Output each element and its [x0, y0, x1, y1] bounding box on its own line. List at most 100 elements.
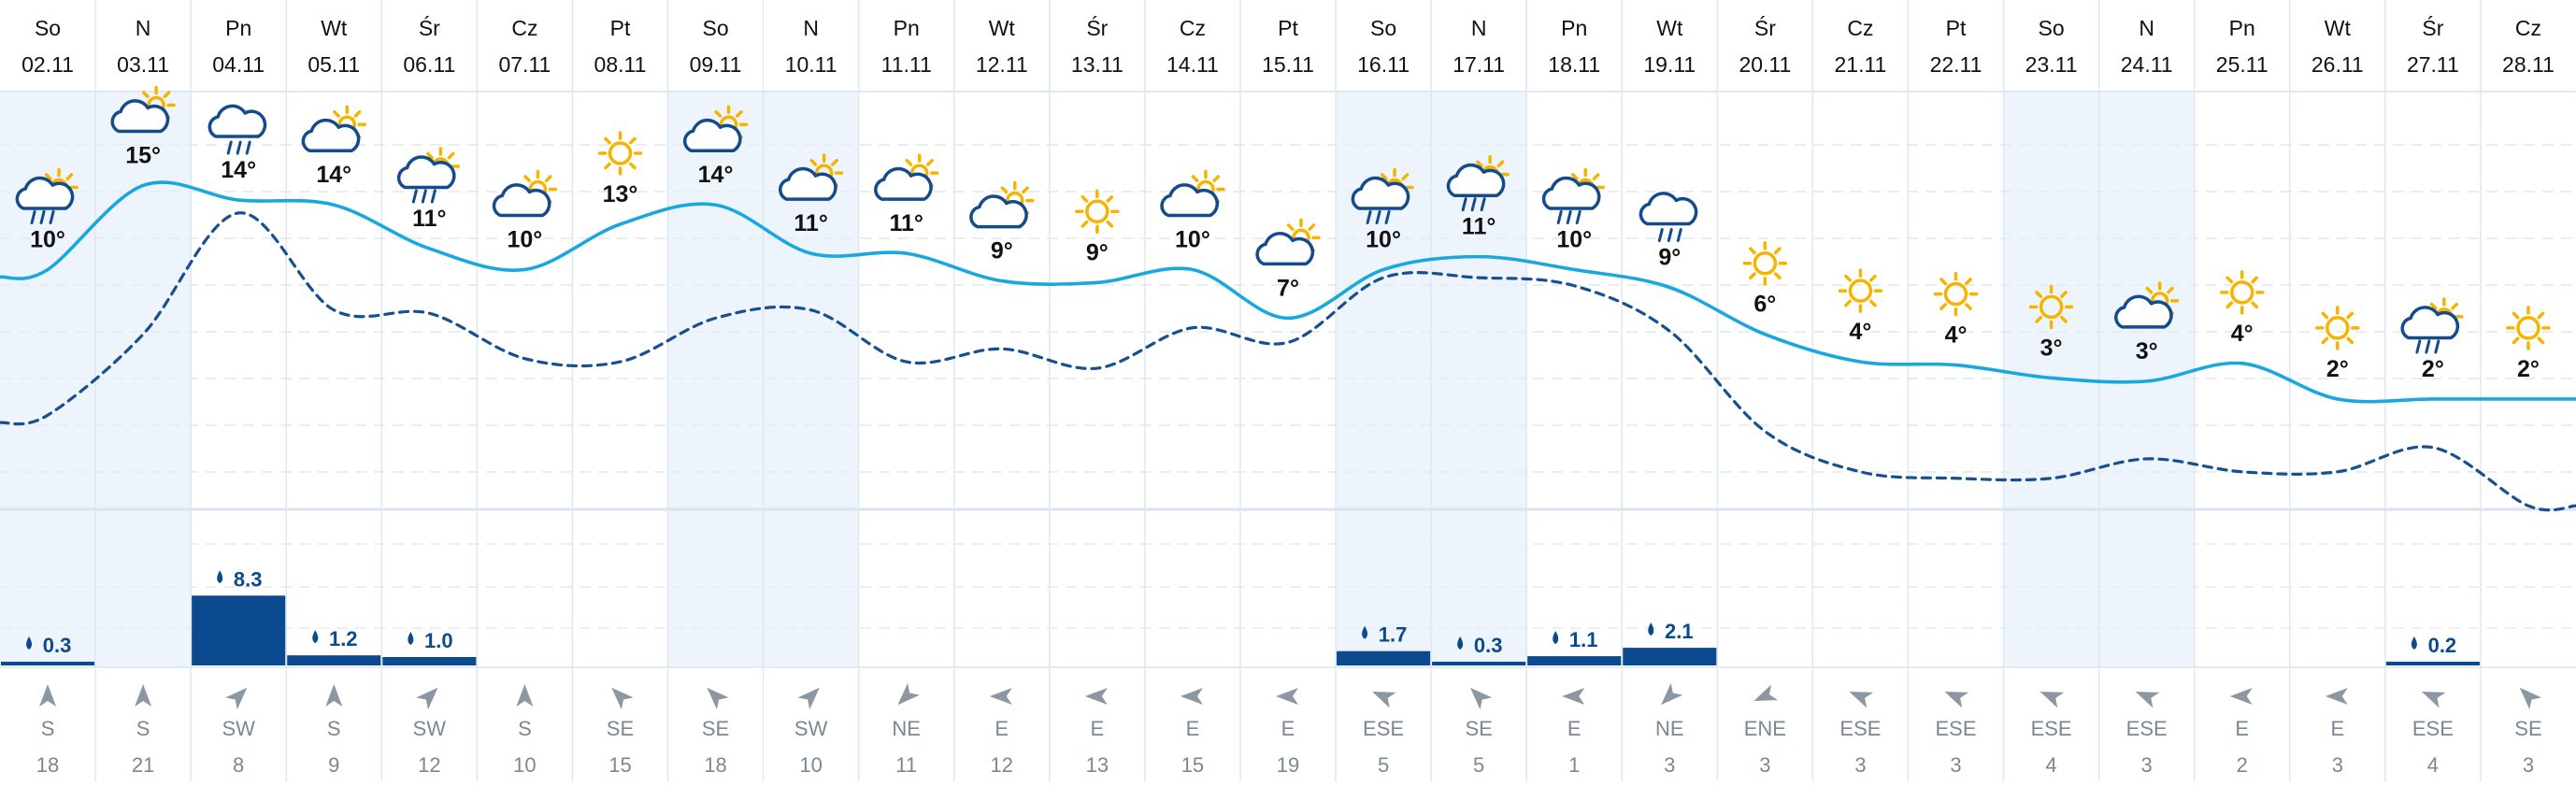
- day-of-week-label: N: [803, 16, 819, 40]
- temperature-label: 3°: [2136, 338, 2158, 364]
- wind-arrow-icon: [1180, 688, 1203, 705]
- raindrop-shape: [411, 189, 418, 204]
- wind-speed-label: 3: [2141, 753, 2153, 777]
- wind-arrow-icon: [325, 684, 343, 707]
- wind-direction-label: S: [327, 717, 341, 740]
- wind-speed-label: 12: [991, 753, 1013, 777]
- wind-speed-label: 2: [2237, 753, 2248, 777]
- date-label: 11.11: [881, 52, 932, 77]
- date-label: 05.11: [308, 52, 360, 77]
- raindrop-shape: [245, 140, 251, 155]
- temperature-label: 10°: [508, 226, 543, 252]
- precipitation-bar: [192, 595, 286, 665]
- precipitation-bar: [1432, 662, 1526, 665]
- droplet-icon: [312, 630, 319, 644]
- wind-direction-label: NE: [1655, 717, 1684, 740]
- cloud-sun-icon: [874, 153, 939, 201]
- date-label: 25.11: [2216, 52, 2268, 77]
- wind-speed-label: 5: [1378, 753, 1389, 777]
- droplet-icon: [1648, 622, 1654, 636]
- temperature-label: 11°: [889, 210, 923, 236]
- droplet-icon: [408, 632, 414, 645]
- wind-speed-label: 15: [1181, 753, 1204, 777]
- wind-direction-label: E: [1567, 717, 1581, 740]
- day-of-week-label: Cz: [1180, 16, 1206, 40]
- wind-direction-label: S: [41, 717, 55, 740]
- temperature-label: 11°: [794, 210, 827, 236]
- date-label: 24.11: [2121, 52, 2173, 77]
- raindrop-shape: [1375, 209, 1381, 224]
- wind-arrow-icon: [707, 687, 729, 710]
- date-label: 16.11: [1357, 52, 1410, 77]
- temperature-label: 6°: [1753, 292, 1776, 318]
- date-label: 19.11: [1643, 52, 1696, 77]
- day-of-week-label: Śr: [1754, 15, 1776, 40]
- wind-indicators: S18S21SW8S9SW12S10SE15SE18SW10NE11E12E13…: [36, 682, 2542, 777]
- wind-speed-label: 3: [1950, 753, 1961, 777]
- sun-shape: [2028, 284, 2074, 330]
- date-label: 06.11: [403, 52, 455, 77]
- temperature-label: 9°: [991, 238, 1013, 264]
- raindrop-shape: [1384, 209, 1391, 224]
- wind-direction-label: E: [995, 717, 1009, 740]
- cloud-sun-icon: [2114, 281, 2180, 329]
- raindrop-shape: [1575, 209, 1581, 224]
- temperature-label: 4°: [2231, 321, 2254, 347]
- cloud-rain-icon: [208, 104, 267, 155]
- droplet-icon: [2411, 636, 2417, 650]
- wind-arrow-icon: [2421, 692, 2446, 708]
- wind-direction-label: E: [1186, 717, 1200, 740]
- precipitation-bar: [287, 655, 381, 665]
- cloud-shape: [396, 155, 456, 190]
- wind-arrow-icon: [1661, 682, 1683, 706]
- sun-icon: [2506, 306, 2551, 350]
- temperature-label: 10°: [30, 226, 65, 252]
- raindrop-shape: [30, 209, 36, 224]
- cloud-shape: [1446, 163, 1506, 197]
- wind-direction-label: SW: [413, 717, 447, 740]
- precipitation-label: 2.1: [1665, 620, 1694, 643]
- day-of-week-label: Pn: [894, 16, 920, 40]
- sun-icon: [2219, 270, 2265, 315]
- day-of-week-label: So: [702, 16, 728, 40]
- precipitation-bar: [382, 657, 477, 665]
- day-of-week-label: Wt: [989, 16, 1016, 40]
- temperature-label: 7°: [1277, 275, 1299, 301]
- cloud-shape: [1351, 176, 1410, 210]
- wind-arrow-icon: [611, 687, 634, 710]
- wind-direction-label: E: [1281, 717, 1295, 740]
- raindrop-shape: [1566, 209, 1572, 224]
- cloud-shape: [778, 166, 837, 201]
- weather-icons: [15, 85, 2551, 354]
- droplet-icon: [26, 636, 33, 650]
- cloud-shape: [2400, 306, 2460, 340]
- precipitation-label: 1.0: [424, 629, 453, 652]
- wind-arrow-icon: [135, 684, 152, 707]
- cloud-shape: [1160, 183, 1219, 218]
- day-of-week-label: Pt: [1946, 16, 1967, 40]
- wind-arrow-icon: [989, 688, 1012, 705]
- wind-arrow-icon: [2135, 692, 2160, 708]
- wind-arrow-icon: [39, 684, 57, 707]
- raindrop-shape: [1667, 228, 1673, 242]
- date-label: 21.11: [1835, 52, 1887, 77]
- wind-speed-label: 4: [2045, 753, 2056, 777]
- sun-icon: [2315, 306, 2360, 350]
- sun-cloud-rain-icon: [1351, 167, 1414, 224]
- cloud-shape: [492, 183, 551, 218]
- cloud-shape: [1255, 232, 1315, 266]
- droplet-icon: [1553, 631, 1559, 645]
- wind-direction-label: S: [518, 717, 532, 740]
- day-of-week-label: Pt: [1278, 16, 1298, 40]
- temperature-label: 11°: [412, 206, 446, 232]
- cloud-sun-icon: [301, 105, 367, 152]
- sun-shape: [1838, 268, 1883, 313]
- date-label: 08.11: [594, 52, 647, 77]
- day-of-week-label: Pn: [225, 16, 251, 40]
- wind-direction-label: E: [2235, 717, 2249, 740]
- temperature-label: 14°: [221, 157, 256, 183]
- date-label: 14.11: [1166, 52, 1219, 77]
- text-labels: So 02.11 10° 0.3 N 03.11 15° Pn 04.11 14° 8.3 Wt 05.…: [21, 15, 2555, 657]
- raindrop-shape: [1470, 197, 1477, 212]
